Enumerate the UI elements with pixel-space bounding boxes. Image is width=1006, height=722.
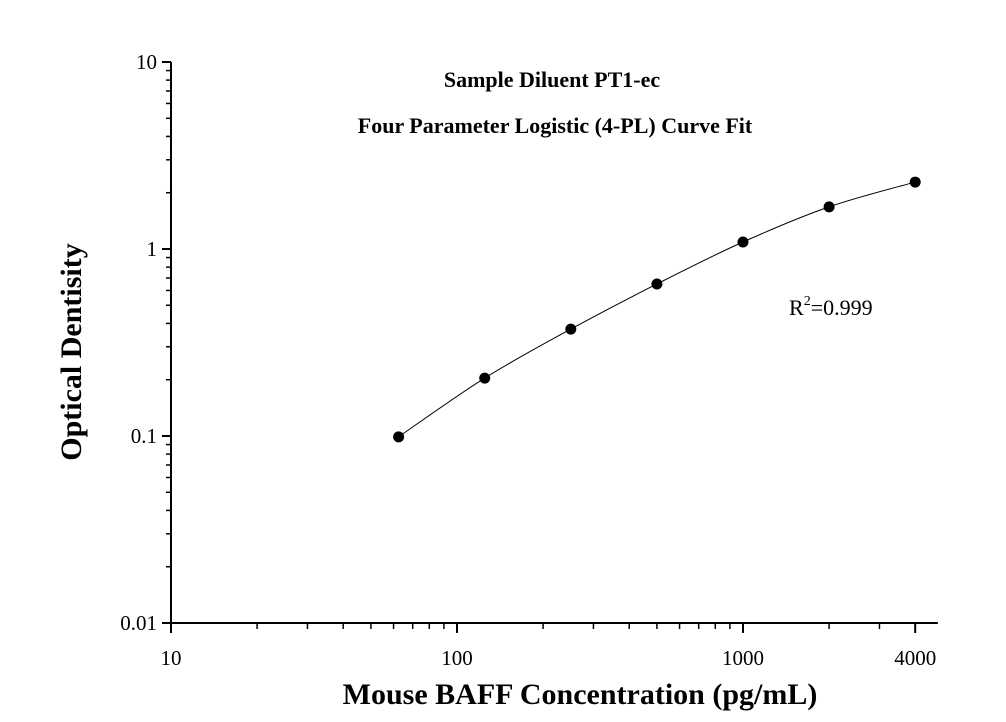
data-points [393, 176, 921, 443]
axes [163, 62, 938, 631]
data-point [393, 431, 405, 443]
y-tick-label: 0.01 [120, 611, 157, 635]
r-label: R [789, 295, 804, 320]
y-tick-label: 10 [136, 50, 157, 74]
data-point [737, 236, 749, 248]
x-tick-label: 4000 [894, 646, 936, 670]
r-value: =0.999 [811, 295, 873, 320]
r-squared-annotation: R2=0.999 [789, 294, 873, 320]
data-point [479, 372, 491, 384]
x-tick-label: 1000 [722, 646, 764, 670]
data-point [651, 278, 663, 290]
data-point [823, 201, 835, 213]
x-tick-label: 100 [441, 646, 473, 670]
x-tick-label: 10 [161, 646, 182, 670]
r-sup: 2 [804, 294, 811, 309]
y-tick-label: 0.1 [131, 424, 157, 448]
data-point [909, 176, 921, 188]
data-point [565, 323, 577, 335]
y-tick-label: 1 [147, 237, 158, 261]
y-axis-title: Optical Dentisity [55, 243, 88, 461]
chart-title: Sample Diluent PT1-ec [444, 67, 661, 92]
x-axis-title: Mouse BAFF Concentration (pg/mL) [343, 678, 818, 711]
chart-subtitle: Four Parameter Logistic (4-PL) Curve Fit [358, 113, 753, 138]
ticks: 0.01 0.1 1 10 10 100 1000 4000 [120, 50, 936, 670]
